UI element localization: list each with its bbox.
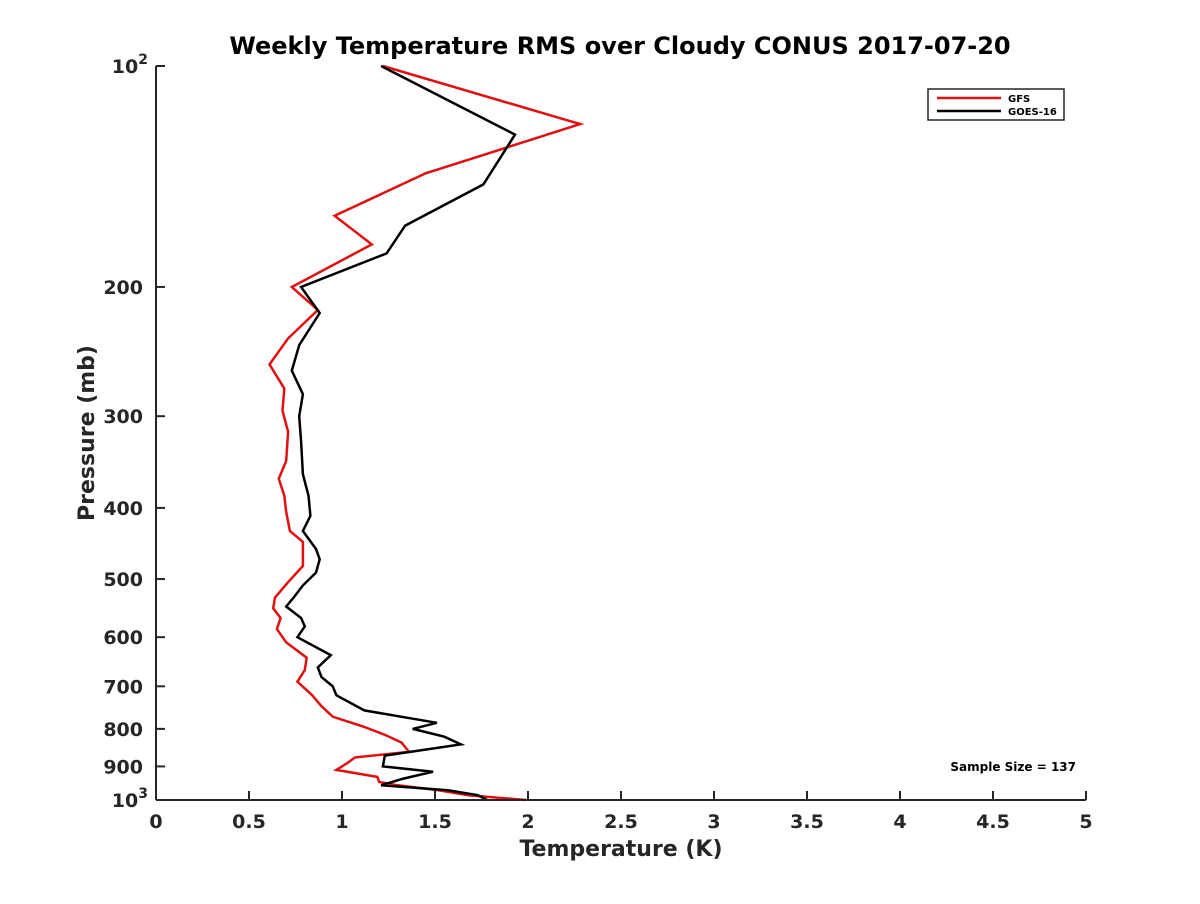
series-line-goes-16 bbox=[284, 64, 517, 802]
y-tick-label-power: 102 bbox=[112, 52, 148, 78]
x-axis-ticks: 0 0.5 1 1.5 2 2.5 3 3.5 4 4.5 5 bbox=[149, 791, 1093, 833]
x-tick-label: 1 bbox=[335, 811, 348, 833]
y-tick-label-power: 103 bbox=[112, 786, 148, 812]
legend-label-gfs: GFS bbox=[1008, 94, 1030, 105]
sample-size-annotation: Sample Size = 137 bbox=[950, 760, 1076, 774]
x-tick-label: 4 bbox=[893, 811, 906, 833]
chart-title: Weekly Temperature RMS over Cloudy CONUS… bbox=[229, 32, 1010, 60]
x-axis-label: Temperature (K) bbox=[519, 837, 722, 862]
series-layer bbox=[268, 64, 585, 802]
y-tick-label: 700 bbox=[103, 676, 143, 698]
x-tick-label: 2 bbox=[521, 811, 534, 833]
y-tick-label: 500 bbox=[103, 569, 143, 591]
series-line-gfs bbox=[268, 64, 585, 802]
y-tick-label: 900 bbox=[103, 756, 143, 778]
x-tick-label: 3.5 bbox=[790, 811, 824, 833]
y-axis-label: Pressure (mb) bbox=[75, 345, 100, 521]
x-tick-label: 0.5 bbox=[232, 811, 266, 833]
x-tick-label: 1.5 bbox=[418, 811, 452, 833]
x-tick-label: 2.5 bbox=[604, 811, 638, 833]
legend-box bbox=[927, 88, 1065, 121]
x-tick-label: 3 bbox=[707, 811, 720, 833]
y-tick-label: 400 bbox=[103, 498, 143, 520]
x-tick-label: 4.5 bbox=[976, 811, 1010, 833]
y-tick-label: 300 bbox=[103, 406, 143, 428]
legend-label-goes-16: GOES-16 bbox=[1008, 107, 1057, 118]
y-tick-label: 800 bbox=[103, 719, 143, 741]
y-tick-label: 200 bbox=[103, 277, 143, 299]
x-tick-label: 5 bbox=[1079, 811, 1092, 833]
y-tick-label: 600 bbox=[103, 627, 143, 649]
legend: GFS GOES-16 bbox=[927, 88, 1065, 121]
x-tick-label: 0 bbox=[149, 811, 162, 833]
y-axis-ticks: 200 300 400 500 600 700 800 900 102 103 bbox=[103, 52, 165, 812]
